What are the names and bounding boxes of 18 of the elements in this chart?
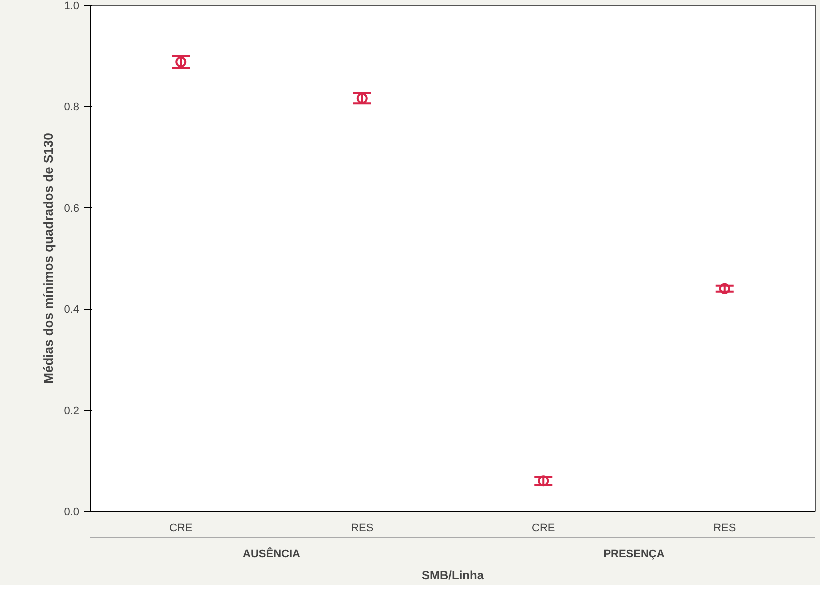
point	[538, 476, 550, 487]
y-tick-label: 0.4	[64, 304, 80, 316]
x-tick-label: RES	[351, 522, 374, 534]
y-tick-label: 0.8	[64, 102, 80, 114]
x-tick-label: CRE	[170, 522, 193, 534]
y-tick-label: 0.2	[64, 405, 80, 418]
x-axis-title: SMB/Linha	[422, 568, 484, 582]
x-tick-label: CRE	[532, 522, 556, 534]
text: AUSÊNCIA	[243, 548, 301, 560]
y-tick-label: 0.6	[64, 202, 80, 215]
x-tick-label: RES	[714, 522, 736, 534]
point	[719, 283, 730, 294]
text: PRESENÇA	[604, 548, 665, 560]
y-axis-title: Médias dos mínimos quadrados de S130	[41, 133, 56, 384]
point	[176, 56, 187, 68]
y-tick-label: 1.0	[64, 0, 80, 12]
y-tick-label: 0.0	[64, 506, 80, 518]
point	[356, 93, 368, 104]
